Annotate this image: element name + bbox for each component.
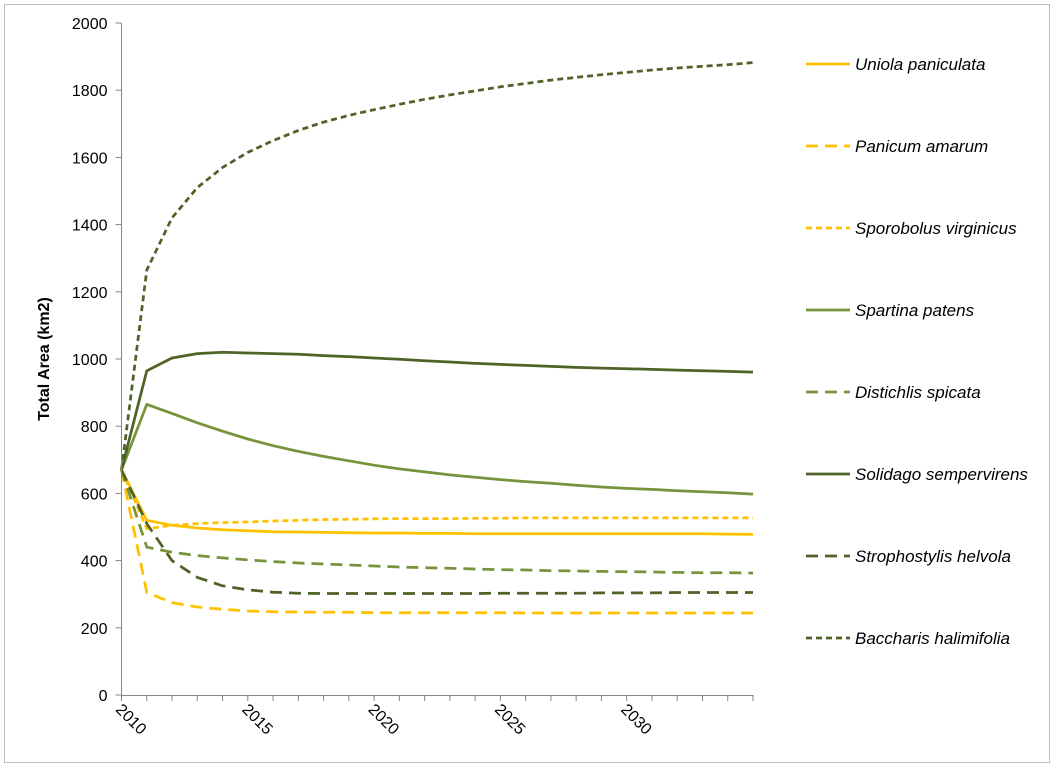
- series-line-solidago-sempervirens: [120, 350, 754, 471]
- chart-frame: [4, 4, 1050, 763]
- legend-label: Strophostylis helvola: [855, 547, 1011, 566]
- series-line-panicum-amarum: [120, 469, 753, 615]
- axes: 0 200 400 600 800 1000 1200 1400 1600 1800 2000 20…: [72, 16, 754, 738]
- x-tick-label: 2025: [491, 701, 528, 738]
- y-tick-label: 600: [81, 486, 108, 503]
- y-tick-label: 1000: [72, 352, 108, 369]
- series-line-distichlis-spicata: [120, 469, 754, 575]
- legend-label: Panicum amarum: [855, 137, 988, 156]
- series-line-spartina-patens: [120, 403, 754, 496]
- series-line-sporobolus-virginicus: [120, 469, 753, 531]
- y-tick-label: 1200: [72, 285, 108, 302]
- x-tick-label: 2030: [617, 701, 654, 738]
- y-tick-label: 1600: [72, 150, 108, 167]
- y-tick-label: 0: [99, 688, 108, 705]
- y-axis-title: Total Area (km2): [36, 297, 53, 421]
- y-tick-label: 400: [81, 554, 108, 571]
- y-tick-label: 1800: [72, 83, 108, 100]
- series-line-uniola-paniculata: [120, 469, 754, 536]
- legend-label: Baccharis halimifolia: [855, 629, 1010, 648]
- plot-lines: [120, 61, 754, 615]
- legend-label: Sporobolus virginicus: [855, 219, 1017, 238]
- legend-label: Solidago sempervirens: [855, 465, 1028, 484]
- x-tick-label: 2020: [365, 701, 402, 738]
- x-ticks: 2010 2015 2020 2025 2030: [112, 695, 754, 738]
- legend: Uniola paniculata Panicum amarum Sporobolu…: [806, 55, 1028, 648]
- x-tick-label: 2010: [112, 701, 149, 738]
- y-tick-label: 800: [81, 419, 108, 436]
- series-line-baccharis-halimifolia: [120, 61, 754, 471]
- x-tick-label: 2015: [238, 701, 275, 738]
- y-tick-label: 200: [81, 621, 108, 638]
- legend-label: Spartina patens: [855, 301, 975, 320]
- legend-label: Uniola paniculata: [855, 55, 985, 74]
- legend-label: Distichlis spicata: [855, 383, 981, 402]
- y-ticks: 0 200 400 600 800 1000 1200 1400 1600 1800 2000: [72, 16, 122, 705]
- y-tick-label: 2000: [72, 16, 108, 33]
- y-tick-label: 1400: [72, 218, 108, 235]
